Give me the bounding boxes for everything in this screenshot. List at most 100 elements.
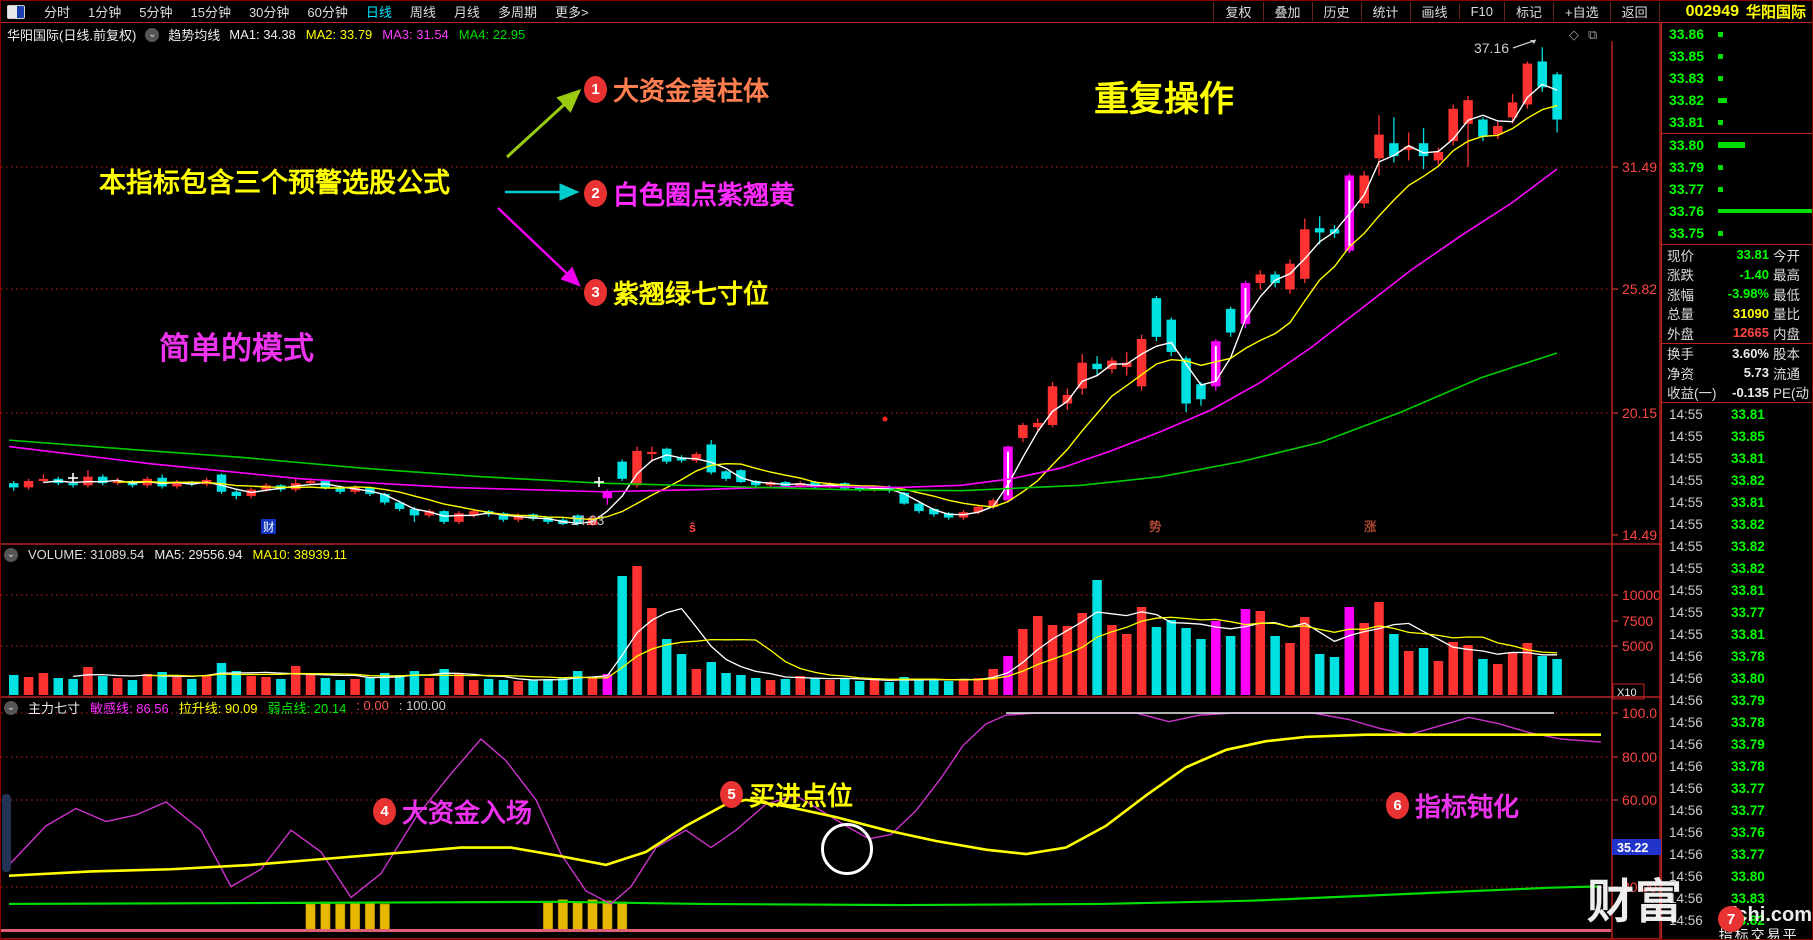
ladder-row[interactable]: 33.76 [1662, 200, 1812, 222]
tools-menu-item[interactable]: F10 [1458, 4, 1504, 19]
ladder-price: 33.82 [1669, 92, 1705, 108]
header-value: VOLUME: 31089.54 [28, 547, 145, 562]
watermark-brand: 财富池 [1587, 875, 1683, 928]
svg-text:37.16: 37.16 [1474, 40, 1509, 56]
tools-menu-item[interactable]: 历史 [1311, 2, 1361, 21]
info-label: 总量 [1667, 307, 1694, 323]
chart-corner-icons: ◇ ⧉ [1569, 27, 1597, 43]
tools-menu-item[interactable]: 返回 [1609, 2, 1660, 21]
ladder-row[interactable]: 33.83 [1662, 67, 1812, 89]
quote-info-row: 换手 3.60% 股本 [1662, 342, 1812, 364]
svg-text:ŝ: ŝ [689, 521, 696, 535]
tick-row: 14:56 33.77 [1662, 843, 1812, 865]
tick-time: 14:56 [1669, 780, 1703, 796]
tick-time: 14:55 [1669, 516, 1703, 532]
tick-time: 14:56 [1669, 846, 1703, 862]
tick-row: 14:55 33.81 [1662, 623, 1812, 645]
header-value: 敏感线: 86.56 [90, 701, 169, 716]
svg-text:20.15: 20.15 [1622, 405, 1657, 421]
info-value: 3.60% [1732, 345, 1769, 361]
tick-row: 14:55 33.82 [1662, 557, 1812, 579]
collapse-icon[interactable]: ⌄ [4, 547, 18, 562]
ladder-row[interactable]: 33.81 [1662, 111, 1812, 133]
period-menu-item[interactable]: 5分钟 [139, 5, 173, 20]
tools-menu-item[interactable]: 叠加 [1262, 2, 1312, 21]
header-value: MA5: 29556.94 [154, 547, 243, 562]
tick-price: 33.80 [1731, 670, 1765, 686]
ladder-row[interactable]: 33.82 [1662, 89, 1812, 111]
collapse-icon[interactable]: ⌄ [4, 700, 18, 715]
callout-label: 大资金黄柱体 [613, 76, 770, 106]
ladder-row[interactable]: 33.85 [1662, 45, 1812, 67]
header-value: MA10: 38939.11 [252, 547, 347, 562]
collapse-icon[interactable]: ⌄ [145, 27, 160, 42]
ladder-row[interactable]: 33.86 [1662, 23, 1812, 45]
quote-info-row: 总量 31090 量比 [1662, 304, 1812, 324]
quote-info-row: 净资 5.73 流通 [1662, 363, 1812, 383]
callout-6: 6 指标钝化 [1386, 787, 1519, 824]
tools-menu-item[interactable]: 标记 [1503, 2, 1553, 21]
ladder-row[interactable]: 33.77 [1662, 178, 1812, 200]
note-simple-mode: 简单的模式 [159, 331, 314, 366]
number-badge: 4 [373, 798, 396, 825]
period-menu-item[interactable]: 60分钟 [307, 5, 348, 20]
period-menu-item[interactable]: 30分钟 [248, 5, 290, 20]
tick-time: 14:56 [1669, 670, 1703, 686]
period-menu: 分时 1分钟 5分钟 15分钟 30分钟 60分钟 日线 周线 月线 多周期 更多> [35, 2, 598, 21]
info-label: 涨幅 [1667, 287, 1694, 303]
callout-label: 白色圈点紫翘黄 [613, 180, 796, 210]
period-menu-item[interactable]: 周线 [409, 5, 436, 20]
period-menu-item[interactable]: 日线 [365, 5, 392, 20]
callout-2: 2 白色圈点紫翘黄 [584, 175, 795, 212]
ladder-row[interactable]: 33.75 [1662, 222, 1812, 244]
tick-price: 33.76 [1731, 824, 1765, 840]
ma-value: MA4: 22.95 [458, 27, 526, 42]
ladder-row[interactable]: 33.80 [1662, 134, 1812, 156]
number-badge: 3 [584, 279, 607, 306]
info-value: -0.135 [1732, 384, 1769, 400]
ladder-volume-bar [1718, 31, 1723, 37]
info-label-2: 最高 [1773, 268, 1800, 284]
diamond-icon[interactable]: ◇ [1569, 27, 1579, 42]
tick-price: 33.78 [1731, 758, 1765, 774]
ladder-row[interactable]: 33.79 [1662, 156, 1812, 178]
tick-time: 14:56 [1669, 714, 1703, 730]
pane-drag-handle[interactable] [2, 794, 11, 872]
info-label: 外盘 [1667, 326, 1694, 342]
ladder-price: 33.77 [1669, 181, 1705, 197]
period-menu-item[interactable]: 15分钟 [190, 5, 231, 20]
period-menu-item[interactable]: 更多> [554, 5, 589, 20]
watermark-tagline: 指标交易平台 [1718, 927, 1799, 940]
tick-row: 14:56 33.79 [1662, 733, 1812, 755]
window-layout-icon[interactable] [7, 4, 25, 19]
number-badge: 2 [584, 180, 607, 207]
tick-price: 33.78 [1731, 714, 1765, 730]
header-value: : 0.00 [356, 698, 389, 713]
tick-price: 33.79 [1731, 736, 1765, 752]
tick-row: 14:56 33.78 [1662, 711, 1812, 733]
ladder-price: 33.83 [1669, 70, 1705, 86]
svg-text:5000: 5000 [1622, 638, 1653, 654]
split-window-icon[interactable]: ⧉ [1588, 27, 1598, 42]
period-menu-item[interactable]: 1分钟 [88, 5, 122, 20]
period-menu-item[interactable]: 多周期 [497, 5, 537, 20]
number-badge: 1 [584, 76, 607, 103]
tools-menu-item[interactable]: 画线 [1409, 2, 1459, 21]
stock-identity: 002949 华阳国际 [1686, 1, 1806, 22]
tools-menu-item[interactable]: +自选 [1552, 2, 1610, 21]
chart-title: 华阳国际(日线.前复权) [7, 28, 137, 43]
tools-menu-item[interactable]: 统计 [1360, 2, 1410, 21]
tools-menu-item[interactable]: 复权 [1213, 2, 1262, 21]
quote-info-row: 涨幅 -3.98% 最低 [1662, 284, 1812, 304]
period-menu-item[interactable]: 月线 [453, 5, 480, 20]
info-value: 33.81 [1736, 247, 1769, 263]
ladder-price: 33.85 [1669, 48, 1705, 64]
tick-price: 33.83 [1731, 890, 1765, 906]
info-label-2: 今开 [1773, 248, 1800, 264]
indicator-name[interactable]: 趋势均线 [168, 28, 221, 43]
tick-time: 14:55 [1669, 406, 1703, 422]
svg-text:←14.93: ←14.93 [557, 513, 604, 528]
tick-list[interactable]: 14:55 33.81 14:55 33.85 14:55 33.81 14:55 33.82… [1662, 403, 1812, 931]
period-menu-item[interactable]: 分时 [44, 5, 71, 20]
